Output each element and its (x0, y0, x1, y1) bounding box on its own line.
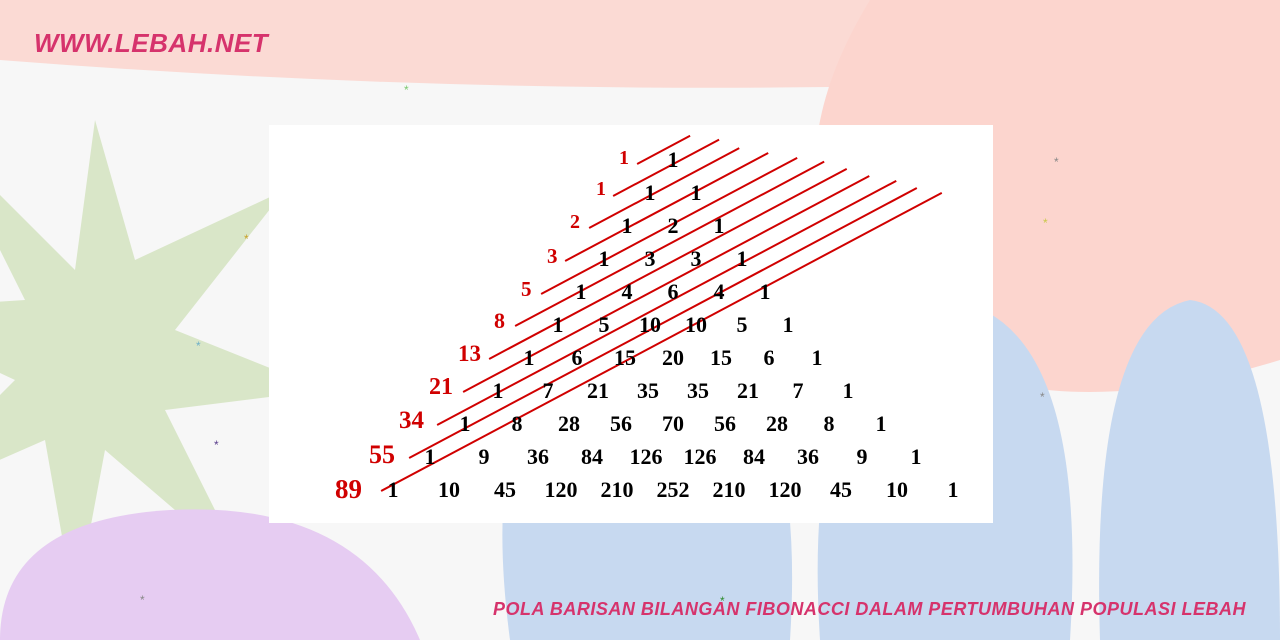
pascal-cell: 1 (876, 411, 887, 437)
pascal-cell: 1 (737, 246, 748, 272)
pascal-cell: 6 (668, 279, 679, 305)
pascal-cell: 7 (543, 378, 554, 404)
decorative-star: * (404, 83, 409, 97)
pascal-cell: 1 (948, 477, 959, 503)
pascal-cell: 2 (668, 213, 679, 239)
fibonacci-label: 8 (494, 308, 505, 334)
fibonacci-label: 55 (369, 440, 395, 470)
watermark-text: WWW.LEBAH.NET (34, 28, 268, 59)
pascal-cell: 35 (637, 378, 659, 404)
pascal-cell: 1 (691, 180, 702, 206)
fibonacci-label: 2 (570, 211, 580, 234)
pascal-cell: 3 (645, 246, 656, 272)
fibonacci-label: 3 (547, 244, 558, 269)
pascal-cell: 56 (714, 411, 736, 437)
pascal-cell: 28 (558, 411, 580, 437)
pascal-cell: 15 (710, 345, 732, 371)
pascal-cell: 1 (645, 180, 656, 206)
pascal-cell: 7 (793, 378, 804, 404)
pascal-cell: 10 (886, 477, 908, 503)
decorative-star: * (196, 339, 201, 353)
pascal-cell: 15 (614, 345, 636, 371)
fibonacci-label: 1 (619, 147, 629, 170)
pascal-cell: 4 (714, 279, 725, 305)
pascal-cell: 6 (764, 345, 775, 371)
pascal-cell: 8 (512, 411, 523, 437)
pascal-cell: 252 (657, 477, 690, 503)
pascal-cell: 1 (493, 378, 504, 404)
fibonacci-label: 89 (335, 474, 362, 505)
pascal-cell: 10 (639, 312, 661, 338)
pascal-cell: 84 (743, 444, 765, 470)
pascal-cell: 126 (630, 444, 663, 470)
pascal-cell: 1 (599, 246, 610, 272)
decorative-star: * (1043, 216, 1048, 230)
pascal-cell: 1 (524, 345, 535, 371)
pascal-cell: 5 (737, 312, 748, 338)
pascal-cell: 36 (797, 444, 819, 470)
pascal-cell: 1 (388, 477, 399, 503)
pascal-cell: 35 (687, 378, 709, 404)
pascal-cell: 56 (610, 411, 632, 437)
pascal-cell: 6 (572, 345, 583, 371)
pascal-cell: 210 (601, 477, 634, 503)
fibonacci-label: 21 (429, 374, 453, 401)
pascal-cell: 4 (622, 279, 633, 305)
fibonacci-label: 34 (399, 407, 424, 435)
decorative-star: * (140, 593, 145, 607)
pascal-cell: 10 (438, 477, 460, 503)
pascal-cell: 21 (587, 378, 609, 404)
pascal-cell: 1 (622, 213, 633, 239)
pascal-cell: 210 (713, 477, 746, 503)
pascal-cell: 1 (843, 378, 854, 404)
decorative-star: * (244, 232, 249, 246)
pascal-cell: 9 (479, 444, 490, 470)
pascal-cell: 45 (494, 477, 516, 503)
pascal-cell: 8 (824, 411, 835, 437)
fibonacci-label: 13 (458, 341, 481, 367)
pascal-cell: 1 (553, 312, 564, 338)
pascal-triangle-card: 1123581321345589111121133114641151010511… (269, 125, 993, 523)
pascal-cell: 1 (783, 312, 794, 338)
pascal-cell: 1 (576, 279, 587, 305)
fibonacci-diagonal-line (637, 135, 691, 164)
pascal-cell: 84 (581, 444, 603, 470)
pascal-cell: 3 (691, 246, 702, 272)
pascal-cell: 28 (766, 411, 788, 437)
pascal-cell: 10 (685, 312, 707, 338)
pascal-cell: 126 (684, 444, 717, 470)
caption-text: POLA BARISAN BILANGAN FIBONACCI DALAM PE… (493, 599, 1246, 620)
pascal-cell: 70 (662, 411, 684, 437)
pascal-cell: 45 (830, 477, 852, 503)
pascal-cell: 36 (527, 444, 549, 470)
pascal-cell: 1 (760, 279, 771, 305)
pascal-cell: 9 (857, 444, 868, 470)
pascal-cell: 21 (737, 378, 759, 404)
pascal-cell: 1 (714, 213, 725, 239)
pascal-cell: 1 (425, 444, 436, 470)
fibonacci-label: 1 (596, 178, 606, 201)
decorative-star: * (1054, 155, 1059, 169)
pascal-cell: 5 (599, 312, 610, 338)
pascal-cell: 120 (545, 477, 578, 503)
pascal-cell: 20 (662, 345, 684, 371)
pascal-cell: 1 (668, 147, 679, 173)
pascal-cell: 1 (812, 345, 823, 371)
pascal-triangle: 1123581321345589111121133114641151010511… (293, 143, 969, 505)
fibonacci-label: 5 (521, 277, 532, 302)
decorative-star: * (214, 438, 219, 452)
pascal-cell: 1 (460, 411, 471, 437)
pascal-cell: 120 (769, 477, 802, 503)
pascal-cell: 1 (911, 444, 922, 470)
decorative-star: * (1040, 390, 1045, 404)
